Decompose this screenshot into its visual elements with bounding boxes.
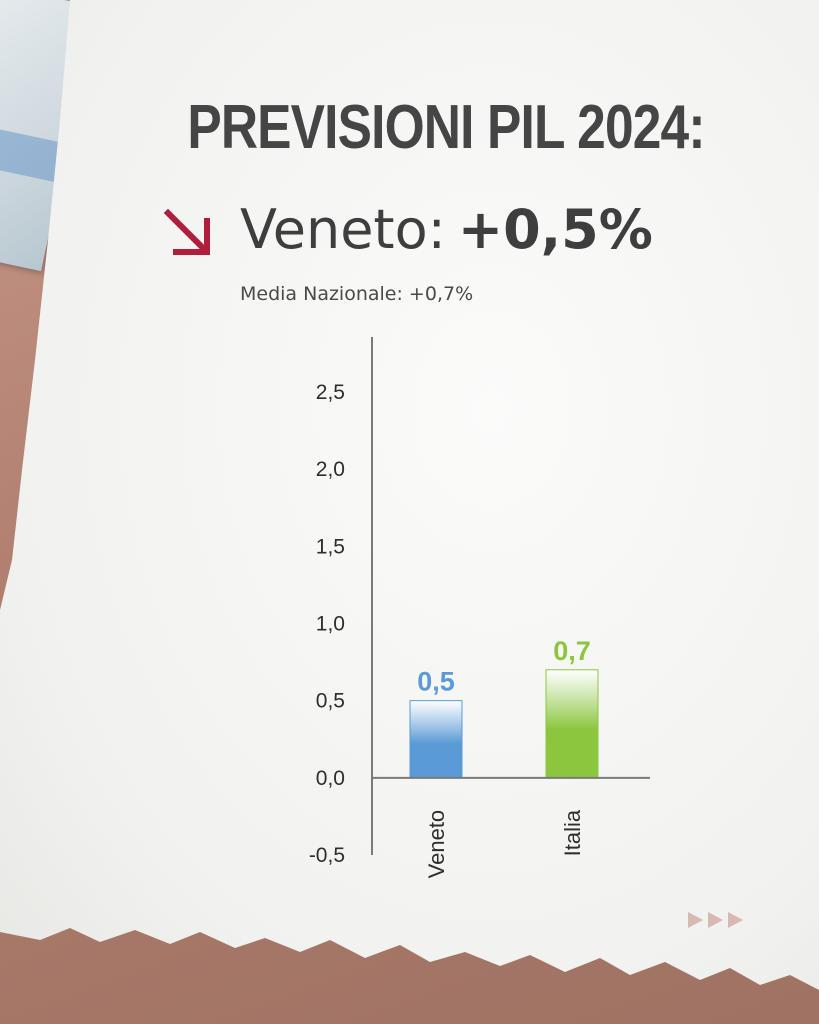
region-headline: Veneto: +0,5%: [240, 198, 653, 261]
data-label-italia: 0,7: [553, 636, 591, 666]
data-label-veneto: 0,5: [417, 667, 455, 697]
bars: [409, 669, 599, 779]
y-tick-label: 2,5: [316, 381, 345, 404]
x-tick-label-italia: Italia: [560, 809, 585, 856]
x-tick-label-veneto: Veneto: [424, 810, 449, 879]
y-tick-label: 1,5: [316, 535, 345, 558]
x-axis-ticks: Veneto Italia: [424, 809, 585, 878]
y-tick-label: 1,0: [316, 613, 345, 636]
region-value: +0,5%: [457, 198, 653, 261]
region-label: Veneto:: [240, 198, 446, 261]
triple-chevron-right-icon[interactable]: [688, 909, 746, 931]
y-tick-label: 0,0: [316, 767, 345, 790]
y-tick-label: 0,5: [316, 690, 345, 713]
y-tick-label: -0,5: [309, 844, 345, 867]
y-axis-ticks: 2,5 2,0 1,5 1,0 0,5 0,0 -0,5: [309, 381, 345, 867]
bar-italia: [545, 669, 599, 779]
y-tick-label: 2,0: [316, 458, 345, 481]
national-average: Media Nazionale: +0,7%: [240, 283, 474, 305]
bar-veneto: [409, 700, 463, 779]
page-title: PREVISIONI PIL 2024:: [187, 93, 705, 162]
arrow-down-right-icon: [163, 208, 211, 256]
data-labels: 0,5 0,7: [417, 636, 591, 697]
